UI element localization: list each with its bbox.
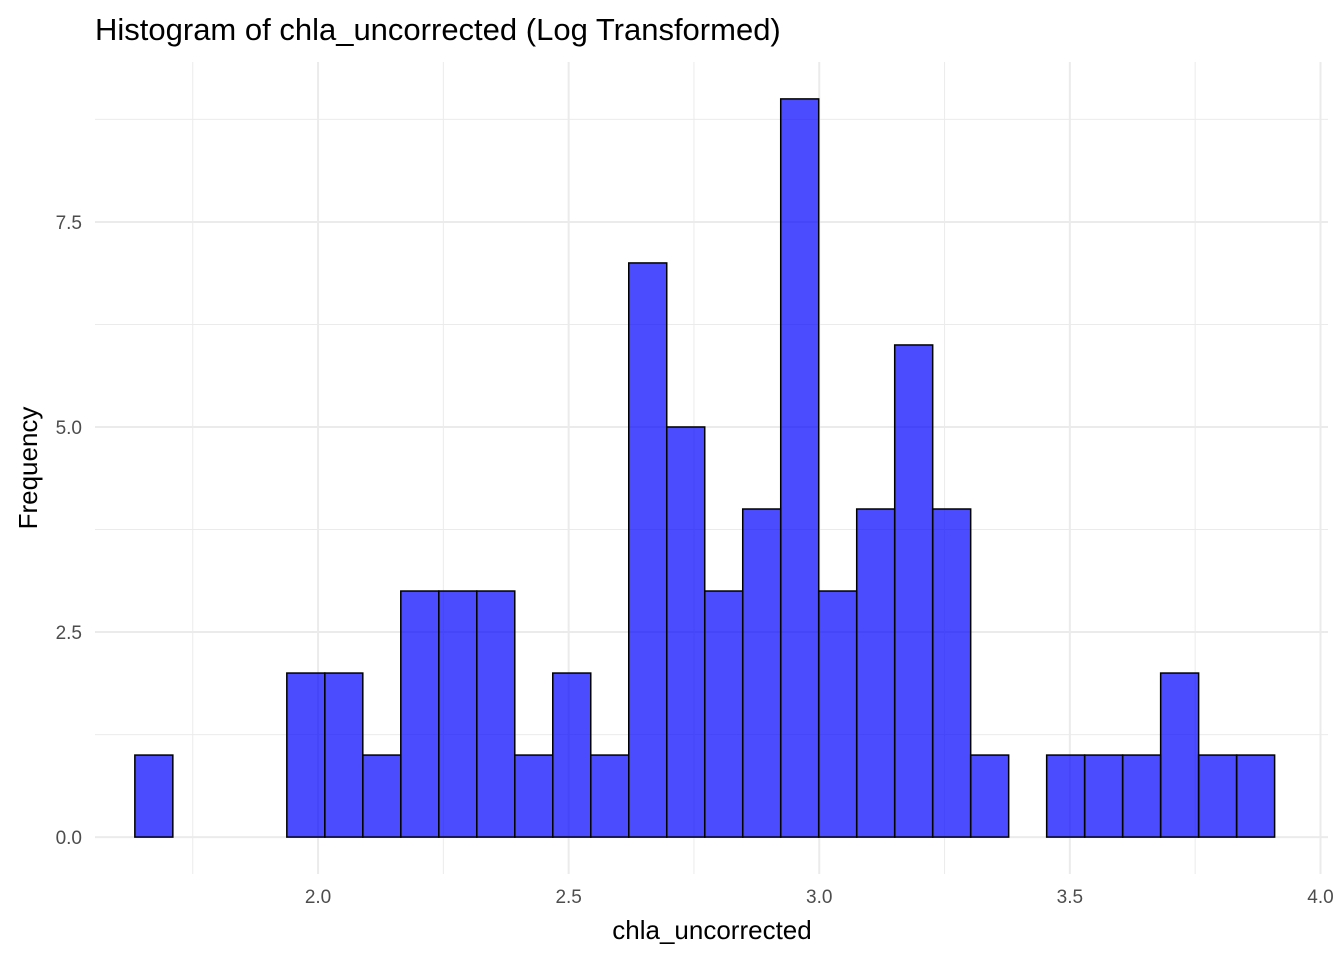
x-axis-tick-labels: 2.0 2.5 3.0 3.5 4.0	[305, 887, 1334, 908]
chart-title: Histogram of chla_uncorrected (Log Trans…	[95, 12, 781, 47]
histogram-bar	[1159, 672, 1200, 838]
histogram-bars	[134, 98, 1276, 838]
histogram-bar	[1083, 754, 1124, 838]
histogram-bar	[286, 672, 326, 838]
histogram-bar	[134, 754, 174, 838]
histogram-bar	[590, 754, 630, 838]
histogram-bar	[324, 672, 364, 838]
histogram-bar	[362, 754, 402, 838]
x-tick-label: 2.0	[305, 887, 331, 908]
y-tick-label: 0.0	[56, 828, 82, 849]
y-tick-label: 7.5	[56, 213, 82, 234]
histogram-bar	[931, 508, 972, 838]
histogram-bar	[665, 426, 706, 838]
histogram-bar	[1045, 754, 1086, 838]
x-tick-label: 3.0	[806, 887, 832, 908]
y-tick-label: 5.0	[56, 418, 82, 439]
x-tick-label: 4.0	[1307, 887, 1333, 908]
x-tick-label: 3.5	[1057, 887, 1083, 908]
histogram-bar	[1121, 754, 1162, 838]
histogram-bar	[476, 590, 516, 838]
y-axis-title: Frequency	[13, 407, 43, 530]
histogram-bar	[703, 590, 744, 838]
y-tick-label: 2.5	[56, 623, 82, 644]
x-tick-label: 2.5	[555, 887, 581, 908]
histogram-bar	[627, 262, 668, 838]
histogram-bar	[438, 590, 478, 838]
histogram-bar	[817, 590, 858, 838]
histogram-bar	[1197, 754, 1238, 838]
histogram-bar	[514, 754, 554, 838]
histogram-bar	[893, 344, 934, 838]
y-axis-tick-labels: 0.0 2.5 5.0 7.5	[56, 213, 82, 849]
histogram-bar	[855, 508, 896, 838]
histogram-bar	[400, 590, 440, 838]
histogram-bar	[1235, 754, 1276, 838]
histogram-bar	[741, 508, 782, 838]
histogram-bar	[552, 672, 592, 838]
histogram-bar	[779, 98, 820, 838]
histogram-bar	[969, 754, 1010, 838]
x-axis-title: chla_uncorrected	[612, 915, 811, 945]
